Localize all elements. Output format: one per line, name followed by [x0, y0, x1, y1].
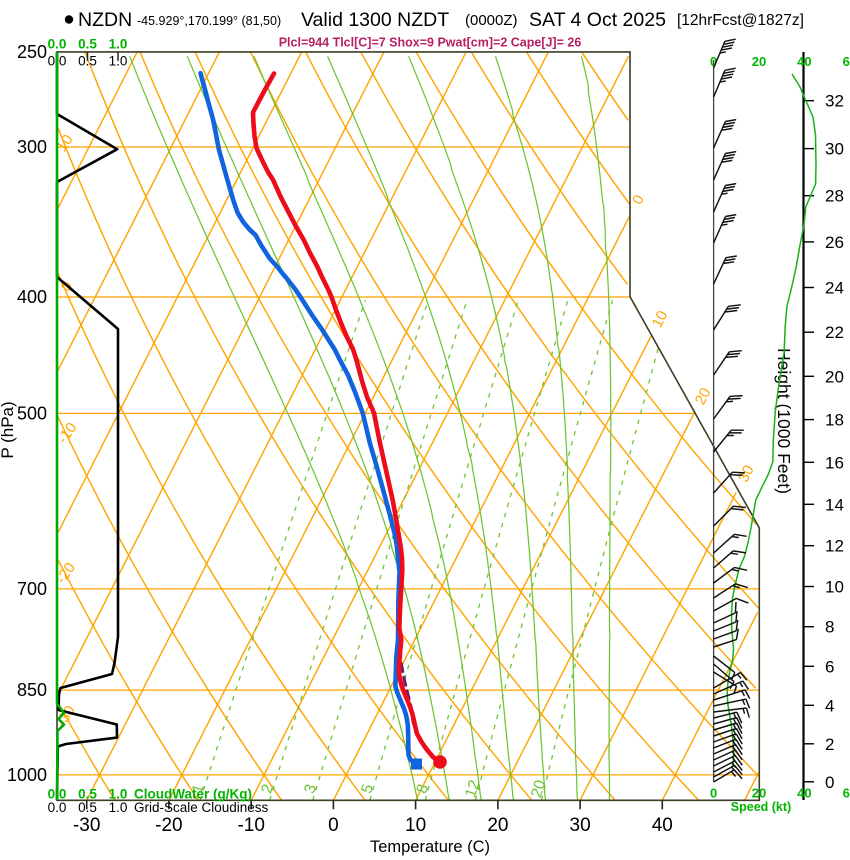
svg-text:0.5: 0.5	[78, 800, 97, 815]
svg-text:14: 14	[825, 495, 844, 514]
svg-text:28: 28	[825, 187, 844, 206]
svg-text:40: 40	[652, 815, 673, 836]
svg-text:20: 20	[487, 815, 508, 836]
svg-text:40: 40	[797, 54, 811, 69]
svg-text:0: 0	[825, 773, 834, 792]
svg-text:SAT 4 Oct 2025: SAT 4 Oct 2025	[529, 9, 666, 31]
svg-text:30: 30	[570, 815, 591, 836]
svg-text:-30: -30	[73, 815, 100, 836]
svg-text:8: 8	[825, 618, 834, 637]
svg-text:30: 30	[825, 140, 844, 159]
svg-text:16: 16	[825, 453, 844, 472]
svg-text:0.0: 0.0	[48, 800, 67, 815]
svg-text:850: 850	[17, 680, 47, 700]
svg-text:12: 12	[462, 778, 483, 800]
svg-text:10: 10	[405, 815, 426, 836]
svg-text:4: 4	[825, 696, 834, 715]
svg-text:-20: -20	[155, 815, 182, 836]
svg-text:22: 22	[825, 323, 844, 342]
svg-text:[12hrFcst@1827z]: [12hrFcst@1827z]	[677, 12, 804, 29]
svg-text:10: 10	[825, 578, 844, 597]
svg-text:(0000Z): (0000Z)	[465, 12, 518, 29]
svg-text:2: 2	[825, 735, 834, 754]
svg-text:24: 24	[825, 279, 844, 298]
svg-text:400: 400	[17, 287, 47, 307]
svg-text:0.5: 0.5	[78, 37, 97, 52]
svg-text:250: 250	[17, 42, 47, 62]
svg-text:500: 500	[17, 403, 47, 423]
svg-text:20: 20	[752, 786, 766, 801]
svg-text:-45.929°,170.199° (81,50): -45.929°,170.199° (81,50)	[137, 14, 281, 28]
svg-text:300: 300	[17, 137, 47, 157]
svg-text:CloudWater (g/Kg): CloudWater (g/Kg)	[134, 787, 252, 802]
svg-text:60: 60	[843, 786, 850, 801]
svg-text:Plcl=944 Tlcl[C]=7 Shox=9 Pwat: Plcl=944 Tlcl[C]=7 Shox=9 Pwat[cm]=2 Cap…	[279, 36, 582, 50]
svg-text:1.0: 1.0	[109, 54, 128, 69]
svg-text:12: 12	[825, 537, 844, 556]
svg-text:10: 10	[649, 308, 672, 331]
svg-text:18: 18	[825, 411, 844, 430]
svg-text:10: 10	[53, 132, 76, 155]
svg-text:6: 6	[825, 657, 834, 676]
svg-text:0: 0	[710, 54, 717, 69]
svg-text:1.0: 1.0	[109, 37, 128, 52]
svg-text:Grid-Scale Cloudiness: Grid-Scale Cloudiness	[134, 800, 269, 815]
svg-text:26: 26	[825, 233, 844, 252]
svg-text:Valid 1300 NZDT: Valid 1300 NZDT	[301, 9, 449, 31]
svg-text:1000: 1000	[7, 765, 47, 785]
svg-text:Height (1000 Feet): Height (1000 Feet)	[774, 348, 794, 494]
svg-text:32: 32	[825, 92, 844, 111]
svg-text:60: 60	[843, 54, 850, 69]
svg-text:700: 700	[17, 579, 47, 599]
svg-text:0.5: 0.5	[78, 54, 97, 69]
svg-text:30: 30	[735, 463, 758, 486]
svg-text:40: 40	[797, 786, 811, 801]
svg-text:0: 0	[328, 815, 339, 836]
svg-text:Temperature (C): Temperature (C)	[370, 838, 490, 856]
svg-text:1.0: 1.0	[109, 800, 128, 815]
svg-text:Speed (kt): Speed (kt)	[731, 800, 791, 814]
svg-text:-10: -10	[237, 815, 264, 836]
svg-text:20: 20	[528, 778, 550, 800]
svg-text:P (hPa): P (hPa)	[0, 401, 17, 458]
svg-text:NZDN: NZDN	[78, 9, 132, 31]
svg-text:20: 20	[692, 385, 715, 408]
svg-text:20: 20	[825, 367, 844, 386]
svg-text:0.5: 0.5	[78, 787, 97, 802]
svg-text:0: 0	[710, 786, 717, 801]
svg-text:20: 20	[752, 54, 766, 69]
svg-text:1.0: 1.0	[109, 787, 128, 802]
svg-text:0.0: 0.0	[48, 37, 67, 52]
